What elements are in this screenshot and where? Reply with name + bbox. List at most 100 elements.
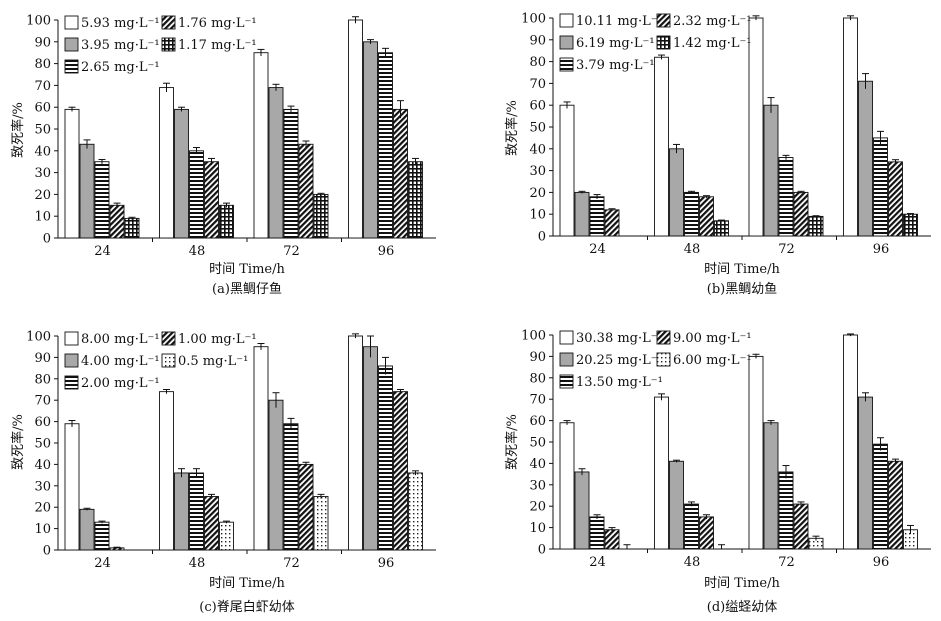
bar [174,108,189,239]
y-tick-label: 100 [521,12,546,27]
y-tick-label: 50 [34,123,51,138]
legend-label: 4.00 mg·L⁻¹ [81,354,160,369]
bar [313,496,329,551]
legend-swatch [161,353,176,368]
legend-label: 6.00 mg·L⁻¹ [673,353,752,368]
y-tick-label: 0 [538,543,546,558]
bar [763,422,779,550]
bar [684,503,699,550]
y-tick-label: 70 [529,393,546,408]
y-tick-label: 60 [34,415,51,430]
y-tick-label: 100 [26,14,51,29]
y-tick-label: 10 [34,210,51,225]
y-tick-label: 0 [43,544,51,559]
bar [109,204,125,239]
y-tick-label: 0 [43,232,51,247]
x-tick-label: 48 [189,556,206,571]
y-tick-label: 80 [34,57,51,72]
x-axis-label: 时间 Time/h [704,262,780,277]
bar [189,150,204,239]
y-tick-label: 10 [529,208,546,223]
legend-label: 20.25 mg·L⁻¹ [576,353,663,368]
bar [94,161,110,239]
panel-caption: (b)黑鲷幼鱼 [707,281,777,297]
bar [348,335,363,551]
y-axis-label: 致死率/% [10,414,26,470]
y-tick-label: 90 [34,35,51,50]
bar [219,204,234,239]
x-axis-label: 时间 Time/h [209,262,285,277]
y-tick-label: 20 [529,186,546,201]
x-tick-label: 24 [589,555,606,570]
bar [793,503,809,550]
bar [283,108,299,239]
bar [189,472,204,551]
bar [873,443,888,550]
y-tick-label: 70 [34,394,51,409]
bar [699,196,714,237]
y-tick-label: 20 [529,500,546,515]
x-tick-label: 24 [589,242,606,257]
bar [858,396,873,550]
bar [559,104,575,237]
legend-swatch [64,353,79,368]
bar [378,52,393,239]
x-tick-label: 24 [94,244,111,259]
y-tick-label: 70 [34,79,51,94]
legend-label: 2.32 mg·L⁻¹ [673,14,752,29]
y-tick-label: 10 [34,522,51,537]
bar [408,472,423,551]
bar [669,148,684,237]
y-tick-label: 60 [529,99,546,114]
y-tick-label: 20 [34,188,51,203]
y-tick-label: 50 [34,437,51,452]
legend-swatch [559,13,574,28]
bar [669,460,684,550]
bar [363,346,378,551]
x-tick-label: 96 [378,244,395,259]
legend-swatch [161,331,176,346]
legend-swatch [656,330,671,345]
bar [298,143,314,239]
legend-label: 1.42 mg·L⁻¹ [673,36,752,51]
bar [684,191,699,237]
legend-label: 8.00 mg·L⁻¹ [81,332,160,347]
bar [79,143,95,239]
legend-swatch [64,375,79,390]
bar [748,355,764,550]
x-tick-label: 96 [873,555,890,570]
bar [574,471,590,550]
y-tick-label: 80 [529,55,546,70]
legend-label: 1.17 mg·L⁻¹ [178,38,257,53]
bar [363,41,378,239]
y-tick-label: 30 [34,166,51,181]
bar [283,423,299,551]
bar [589,196,605,237]
x-tick-label: 48 [684,242,701,257]
legend-swatch [161,15,176,30]
bar [268,87,284,239]
bar [94,521,110,551]
bar [313,193,329,239]
bar [378,365,393,551]
bar [858,80,873,237]
legend-swatch [656,352,671,367]
bar [393,108,408,239]
bar [253,52,269,239]
bar [559,422,575,550]
bar [79,508,95,551]
y-tick-label: 40 [34,458,51,473]
y-tick-label: 60 [529,414,546,429]
legend-label: 13.50 mg·L⁻¹ [576,375,663,390]
legend-label: 6.19 mg·L⁻¹ [576,36,655,51]
bar [298,463,314,551]
y-tick-label: 70 [529,77,546,92]
bar [204,161,219,239]
bar [888,460,903,550]
bar [699,516,714,550]
panel-c: 致死率/% 时间 Time/h (c)脊尾白虾幼体 0 10 20 30 40 50 60 7… [10,330,436,615]
y-tick-label: 20 [34,501,51,516]
x-tick-label: 72 [283,556,300,571]
y-tick-label: 90 [529,350,546,365]
